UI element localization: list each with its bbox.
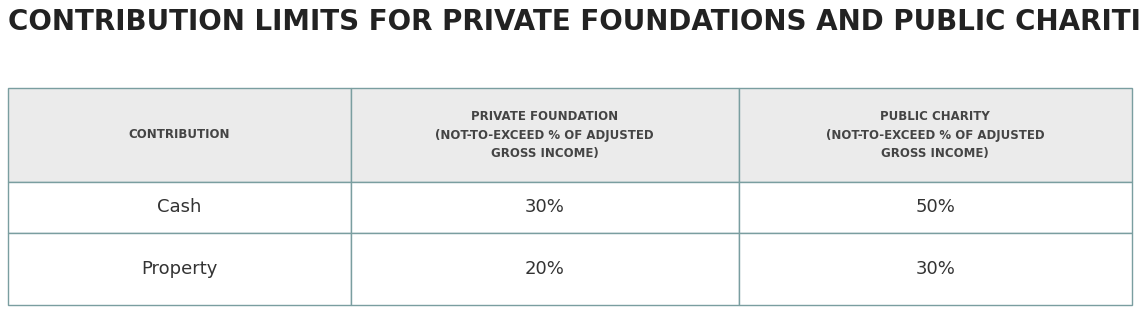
Text: 20%: 20% bbox=[524, 260, 564, 278]
Bar bbox=[351, 88, 739, 182]
Text: PRIVATE FOUNDATION
(NOT-TO-EXCEED % OF ADJUSTED
GROSS INCOME): PRIVATE FOUNDATION (NOT-TO-EXCEED % OF A… bbox=[435, 110, 654, 161]
Bar bbox=[8, 88, 351, 182]
Text: 30%: 30% bbox=[915, 260, 955, 278]
Bar bbox=[351, 233, 739, 305]
Text: Property: Property bbox=[141, 260, 218, 278]
Bar bbox=[739, 233, 1132, 305]
Bar bbox=[8, 182, 351, 233]
Text: PUBLIC CHARITY
(NOT-TO-EXCEED % OF ADJUSTED
GROSS INCOME): PUBLIC CHARITY (NOT-TO-EXCEED % OF ADJUS… bbox=[826, 110, 1044, 161]
Text: 50%: 50% bbox=[915, 198, 955, 216]
Bar bbox=[351, 182, 739, 233]
Text: CONTRIBUTION: CONTRIBUTION bbox=[129, 129, 230, 141]
Text: 30%: 30% bbox=[524, 198, 564, 216]
Bar bbox=[739, 182, 1132, 233]
Text: CONTRIBUTION LIMITS FOR PRIVATE FOUNDATIONS AND PUBLIC CHARITIES: CONTRIBUTION LIMITS FOR PRIVATE FOUNDATI… bbox=[8, 8, 1140, 36]
Text: Cash: Cash bbox=[157, 198, 202, 216]
Bar bbox=[8, 233, 351, 305]
Bar bbox=[739, 88, 1132, 182]
